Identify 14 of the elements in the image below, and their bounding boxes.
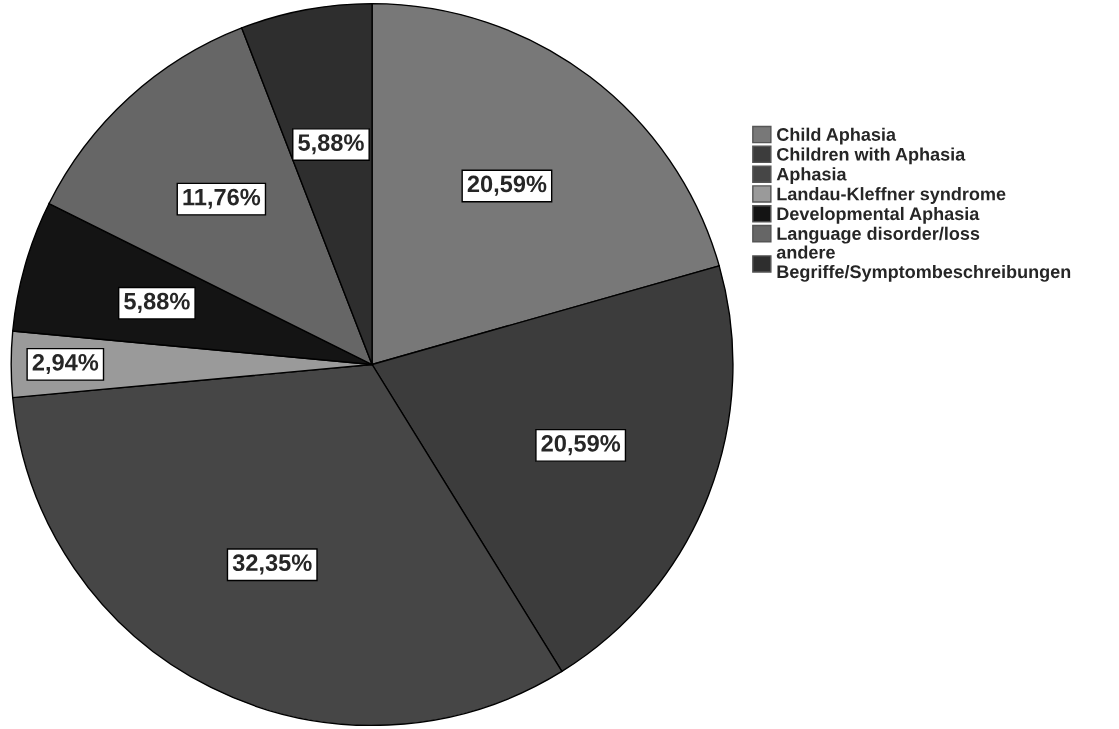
legend-label: Landau-Kleffner syndrome (777, 187, 1006, 204)
data-label: 5,88% (298, 134, 364, 155)
legend-label: Aphasia (776, 167, 847, 185)
data-label: 11,76% (183, 188, 261, 209)
data-label: 20,59% (541, 435, 621, 456)
data-label: 32,35% (232, 554, 312, 575)
legend-label: Children with Aphasia (777, 147, 966, 165)
data-label: 20,59% (467, 175, 547, 196)
legend-label: andere Begriffe/Symptombeschreibungen (776, 245, 1071, 282)
data-label: 2,94% (32, 353, 99, 375)
legend-label: Developmental Aphasia (777, 206, 980, 224)
data-label: 5,88% (124, 292, 190, 313)
legend-label: Language disorder/loss (777, 226, 980, 244)
legend-label: Child Aphasia (777, 127, 897, 145)
